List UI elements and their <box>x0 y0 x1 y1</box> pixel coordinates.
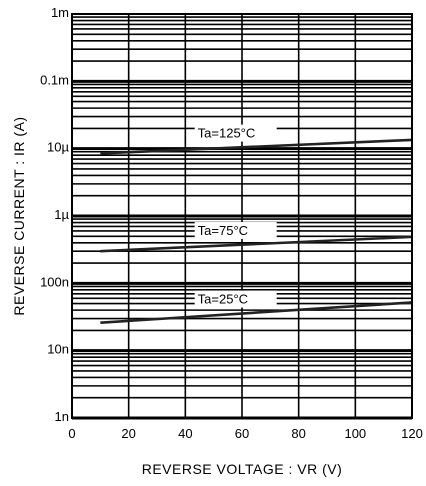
series-label-1: Ta=75°C <box>198 223 248 238</box>
x-tick-labels: 0 20 40 60 80 100 120 <box>68 426 422 441</box>
y-tick-label: 10µ <box>47 140 69 155</box>
x-tick-label: 120 <box>401 426 423 441</box>
series-line-1 <box>100 235 413 253</box>
x-tick-label: 40 <box>178 426 192 441</box>
y-tick-label: 10n <box>47 342 69 357</box>
y-tick-label: 1µ <box>54 207 69 222</box>
y-tick-label: 100n <box>40 274 69 289</box>
series-label-2: Ta=25°C <box>198 292 248 307</box>
y-axis-label: REVERSE CURRENT : IR (A) <box>11 116 27 315</box>
series-label-0: Ta=125°C <box>198 126 256 141</box>
x-tick-label: 80 <box>291 426 305 441</box>
plot-frame <box>71 13 413 419</box>
x-tick-label: 60 <box>235 426 249 441</box>
series-labels: Ta=125°C Ta=75°C Ta=25°C <box>194 124 277 308</box>
series-line-0 <box>100 138 413 155</box>
series-line-2 <box>100 301 413 325</box>
series-label-background <box>194 222 277 240</box>
series-lines <box>100 138 413 325</box>
series-label-background <box>194 124 277 142</box>
x-axis-label: REVERSE VOLTAGE : VR (V) <box>142 461 343 477</box>
x-tick-label: 0 <box>68 426 75 441</box>
y-tick-labels: 1n 10n 100n 1µ 10µ 0.1m 1m <box>40 5 69 424</box>
y-tick-label: 1m <box>51 5 69 20</box>
y-tick-label: 1n <box>55 409 69 424</box>
x-tick-label: 100 <box>344 426 366 441</box>
grid-lines <box>72 14 412 420</box>
series-label-background <box>194 290 277 308</box>
y-tick-label: 0.1m <box>40 72 69 87</box>
x-tick-label: 20 <box>121 426 135 441</box>
